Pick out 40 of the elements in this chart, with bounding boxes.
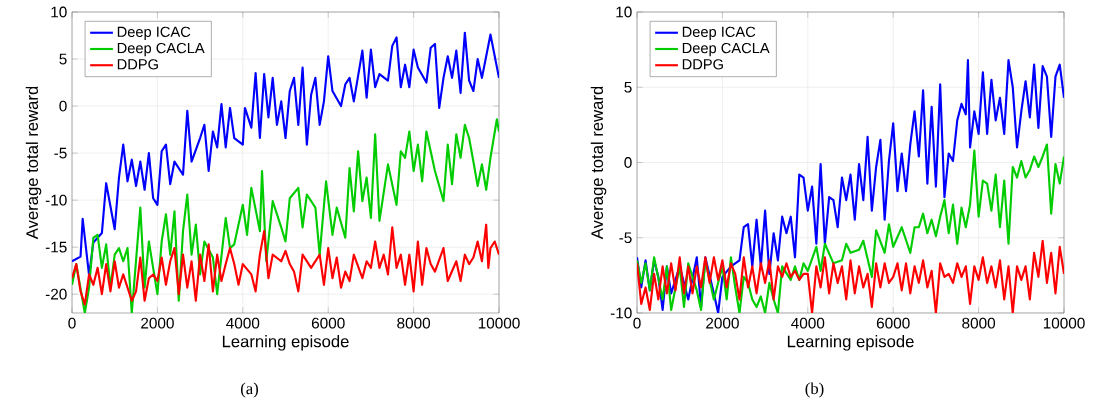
- x-tick-label: 2000: [706, 317, 739, 329]
- x-axis-title: Learning episode: [222, 335, 349, 351]
- x-tick-label: 6000: [876, 317, 910, 329]
- y-axis-title: Average total reward: [25, 86, 42, 240]
- x-tick-label: 8000: [962, 317, 996, 329]
- x-axis-title: Learning episode: [787, 335, 914, 351]
- y-tick-label: -10: [610, 307, 632, 319]
- legend-label: DDPG: [682, 59, 723, 70]
- x-tick-label: 0: [633, 317, 641, 329]
- y-tick-label: -15: [45, 241, 67, 253]
- y-tick-label: -5: [619, 232, 632, 244]
- y-axis-title: Average total reward: [590, 86, 607, 240]
- y-tick-label: 10: [616, 6, 632, 18]
- y-tick-label: -5: [54, 147, 67, 159]
- x-tick-label: 2000: [141, 317, 174, 329]
- y-tick-label: 10: [51, 6, 67, 18]
- y-tick-label: 5: [59, 53, 67, 65]
- y-tick-label: -20: [45, 288, 67, 300]
- text: (b): [805, 382, 824, 398]
- x-tick-label: 10000: [1043, 317, 1085, 329]
- x-tick-label: 6000: [311, 317, 345, 329]
- legend-label: Deep CACLA: [117, 42, 205, 57]
- legend-label: Deep ICAC: [682, 26, 756, 40]
- legend-label: DDPG: [117, 59, 158, 70]
- x-tick-label: 4000: [226, 317, 260, 329]
- line-series: [637, 143, 1064, 313]
- y-tick-label: 0: [59, 100, 67, 112]
- y-tick-label: 5: [624, 81, 632, 93]
- x-tick-label: 10000: [478, 317, 520, 329]
- legend-label: Deep ICAC: [117, 26, 191, 40]
- line-series: [72, 118, 499, 313]
- x-tick-label: 0: [68, 317, 76, 329]
- text: (a): [240, 382, 259, 398]
- line-series: [637, 59, 1064, 313]
- legend-label: Deep CACLA: [682, 42, 770, 57]
- line-series: [637, 239, 1064, 313]
- x-tick-label: 8000: [397, 317, 431, 329]
- y-tick-label: -10: [45, 194, 67, 206]
- x-tick-label: 4000: [791, 317, 825, 329]
- y-tick-label: 0: [624, 157, 632, 168]
